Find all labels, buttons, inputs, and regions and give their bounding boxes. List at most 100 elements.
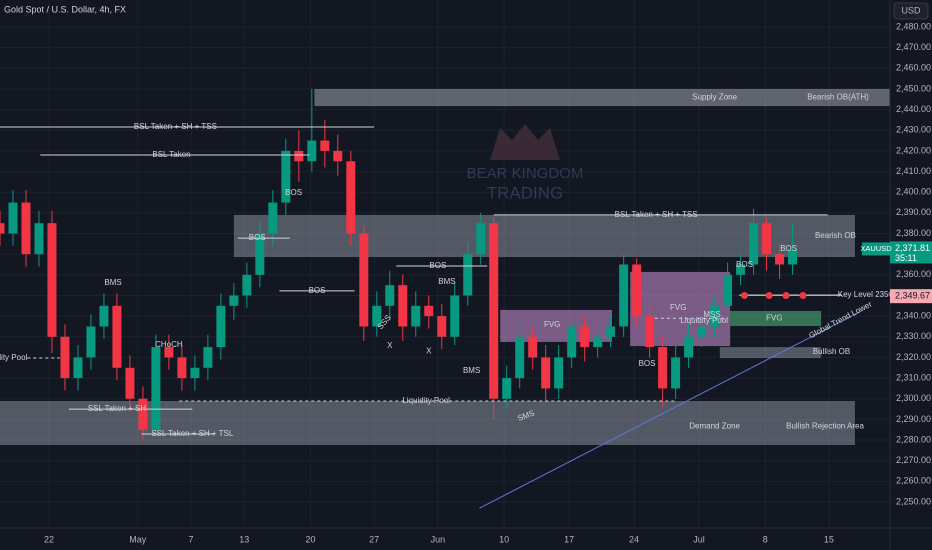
y-tick-label: 2,310.00	[896, 372, 931, 382]
annotation-label: SSL Taken + SH + TSL	[151, 429, 234, 438]
marker-dot	[782, 291, 790, 299]
symbol-label: XAUUSD	[860, 244, 892, 253]
candle-body	[294, 150, 304, 162]
candle-body	[684, 336, 694, 358]
candle-body	[0, 223, 5, 234]
candle-body	[21, 202, 31, 255]
annotation-label: BMS	[438, 277, 455, 286]
candle-body	[632, 264, 642, 317]
candle-body	[619, 264, 629, 327]
marker-dot	[740, 291, 748, 299]
annotation-label: Key Level 2350	[838, 290, 894, 299]
x-tick-label: Jul	[693, 534, 705, 544]
candle-body	[60, 336, 70, 379]
candle-body	[424, 305, 434, 317]
annotation-label: Bearish OB	[815, 231, 856, 240]
x-tick-label: 8	[763, 534, 768, 544]
y-tick-label: 2,450.00	[896, 83, 931, 93]
candle-body	[372, 305, 382, 327]
last-price-tag	[890, 241, 932, 264]
annotation-label: X	[426, 346, 432, 355]
annotation-label: FVG	[544, 320, 560, 329]
annotation-label: BOS	[249, 233, 266, 242]
candle-body	[450, 295, 460, 337]
y-tick-label: 2,250.00	[896, 496, 931, 506]
annotation-label: FVG	[670, 303, 686, 312]
candle-body	[346, 161, 356, 234]
candle-body	[99, 305, 109, 327]
annotation-label: BOS	[285, 188, 302, 197]
annotation-label: BOS	[736, 260, 753, 269]
candle-body	[762, 223, 772, 255]
candle-body	[554, 357, 564, 389]
y-tick-label: 2,260.00	[896, 476, 931, 486]
candle-body	[86, 326, 96, 358]
y-tick-label: 2,360.00	[896, 269, 931, 279]
candle-body	[398, 285, 408, 327]
y-tick-label: 2,270.00	[896, 455, 931, 465]
watermark-logo	[490, 124, 560, 160]
x-tick-label: 22	[44, 534, 54, 544]
candle-body	[229, 295, 239, 306]
y-tick-label: 2,320.00	[896, 352, 931, 362]
annotation-label: BSL Taken + SH + TSS	[615, 210, 698, 219]
candle-body	[775, 254, 785, 265]
y-tick-label: 2,460.00	[896, 63, 931, 73]
candle-body	[151, 347, 161, 430]
y-tick-label: 2,420.00	[896, 145, 931, 155]
candle-body	[593, 336, 603, 348]
zone	[719, 347, 822, 359]
candle-body	[242, 274, 252, 296]
y-tick-label: 2,430.00	[896, 125, 931, 135]
annotation-label: Liquidity Pool	[0, 353, 27, 362]
candle-body	[359, 233, 369, 327]
x-tick-label: 27	[369, 534, 379, 544]
annotation-label: Bullish Rejection Area	[786, 422, 864, 431]
y-tick-label: 2,300.00	[896, 393, 931, 403]
candle-body	[515, 336, 525, 379]
y-tick-label: 2,390.00	[896, 207, 931, 217]
candle-body	[710, 305, 720, 327]
annotation-label: BSL Taken	[152, 150, 190, 159]
symbol-tag	[862, 242, 890, 256]
x-tick-label: 13	[239, 534, 249, 544]
annotation-label: Bearish OB(ATH)	[807, 92, 869, 101]
x-tick-label: 24	[629, 534, 639, 544]
key-level-tag	[890, 289, 932, 304]
candle-body	[606, 326, 616, 337]
annotation-label: Bullish OB	[813, 347, 850, 356]
marker-dot	[765, 291, 773, 299]
candle-body	[489, 223, 499, 399]
candle-body	[216, 305, 226, 348]
annotation-label: MSS	[703, 310, 720, 319]
annotation-line	[479, 310, 862, 509]
currency: USD	[901, 5, 921, 15]
candle-body	[47, 223, 57, 337]
candle-body	[580, 326, 590, 348]
candle-body	[177, 357, 187, 379]
candle-body	[203, 347, 213, 368]
candle-body	[190, 367, 200, 379]
y-tick-label: 2,330.00	[896, 331, 931, 341]
y-tick-label: 2,480.00	[896, 21, 931, 31]
annotation-label: Supply Zone	[692, 92, 737, 101]
zone	[314, 88, 890, 107]
candle-body	[697, 326, 707, 337]
y-tick-label: 2,400.00	[896, 187, 931, 197]
y-tick-label: 2,290.00	[896, 414, 931, 424]
y-tick-label: 2,280.00	[896, 434, 931, 444]
annotation-label: BSL Taken + SH + TSS	[134, 122, 217, 131]
y-tick-label: 2,410.00	[896, 166, 931, 176]
last-price-label: 2,371.81	[895, 243, 930, 253]
annotation-label: X	[387, 341, 393, 350]
annotation-label: Demand Zone	[689, 422, 740, 431]
candle-body	[476, 223, 486, 255]
annotation-label: BOS	[309, 286, 326, 295]
x-tick-label: 20	[306, 534, 316, 544]
zone	[730, 310, 822, 327]
candle-body	[671, 357, 681, 389]
candle-body	[73, 357, 83, 379]
annotation-label: Liquidity Pool	[680, 316, 728, 325]
annotation-label: BOS	[780, 244, 797, 253]
